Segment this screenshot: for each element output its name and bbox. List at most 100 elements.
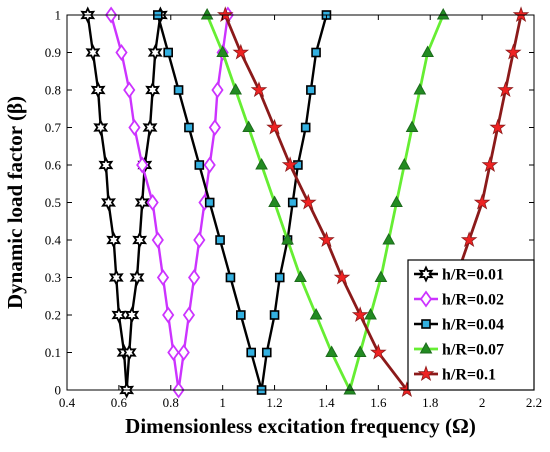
y-tick-label: 0.1	[45, 345, 61, 360]
data-point	[311, 47, 321, 58]
legend-label: h/R=0.04	[442, 317, 504, 334]
y-tick-label: 0	[55, 383, 62, 398]
data-point	[351, 306, 369, 323]
legend-label: h/R=0.01	[442, 267, 504, 284]
x-tick-label: 1.4	[318, 395, 335, 410]
data-point	[216, 6, 234, 23]
data-point	[146, 193, 159, 212]
data-point	[397, 157, 411, 170]
y-tick-label: 0.8	[45, 83, 61, 98]
legend-label: h/R=0.07	[442, 342, 504, 359]
y-axis-label: Dynamic load factor (β)	[3, 96, 27, 309]
data-point	[281, 232, 294, 245]
axes-layer: 0.4 0.6 0.8 1 1.2 1.4 1.6 1.8 2 2.2 0 0.1 0.2 0.3 0.4 0…	[3, 8, 542, 439]
data-point	[85, 43, 101, 62]
y-tick-label: 0.6	[45, 158, 62, 173]
data-point	[309, 307, 323, 320]
data-point	[242, 120, 255, 132]
data-point	[294, 270, 307, 282]
data-point	[142, 118, 158, 137]
x-tick-label: 0.8	[163, 395, 179, 410]
data-point	[269, 310, 280, 320]
data-point	[293, 160, 303, 170]
legend-label: h/R=0.02	[442, 292, 504, 309]
data-point	[203, 156, 216, 174]
data-point	[246, 347, 257, 358]
data-point	[413, 82, 427, 95]
data-point	[211, 81, 224, 99]
data-point	[177, 343, 190, 362]
data-point	[106, 231, 122, 249]
data-point	[299, 193, 317, 210]
data-point	[194, 160, 205, 170]
x-axis-label: Dimensionless excitation frequency (Ω)	[125, 414, 476, 438]
y-tick-label: 0.4	[45, 233, 62, 248]
data-point	[93, 118, 109, 137]
data-point	[374, 270, 388, 282]
data-point	[281, 156, 299, 173]
x-tick-label: 1.8	[422, 395, 438, 410]
x-tick-label: 1.2	[266, 395, 282, 410]
y-tick-label: 0.3	[45, 270, 61, 285]
data-point	[173, 85, 184, 95]
data-point	[229, 82, 242, 95]
data-point	[390, 195, 403, 207]
y-tick-label: 1	[55, 8, 62, 23]
data-point	[512, 6, 530, 23]
y-tick-label: 0.5	[45, 195, 61, 210]
x-tick-label: 1.6	[370, 395, 387, 410]
x-tick-label: 2.2	[526, 395, 542, 410]
y-tick-label: 0.2	[45, 308, 61, 323]
data-point	[325, 345, 338, 357]
x-tick-label: 0.4	[59, 395, 76, 410]
data-point	[481, 156, 499, 173]
data-point	[250, 81, 268, 98]
data-point	[215, 235, 225, 245]
data-point	[200, 7, 214, 20]
data-point	[156, 268, 170, 287]
data-point	[225, 272, 236, 283]
data-point	[182, 306, 196, 324]
data-point	[504, 43, 522, 60]
legend-marker	[417, 365, 435, 382]
data-point	[318, 231, 335, 248]
series-h-r-0-02	[104, 6, 234, 399]
data-point	[370, 343, 387, 360]
data-point	[136, 156, 149, 174]
curves-layer	[80, 6, 530, 399]
data-point	[236, 310, 246, 320]
data-point	[274, 272, 285, 283]
y-tick-label: 0.7	[45, 120, 62, 135]
data-point	[421, 45, 434, 57]
data-point	[98, 156, 114, 174]
legend-entry: h/R=0.04	[414, 317, 504, 334]
data-point	[300, 122, 311, 133]
legend-marker	[419, 290, 433, 308]
series-line-left	[223, 14, 408, 391]
data-point	[163, 47, 173, 58]
data-point	[333, 268, 351, 285]
data-point	[151, 231, 164, 249]
data-point	[184, 122, 194, 133]
data-point	[436, 7, 450, 20]
data-point	[204, 197, 215, 208]
data-point	[232, 43, 250, 60]
data-point	[167, 343, 180, 362]
legend-label: h/R=0.1	[442, 367, 496, 384]
data-point	[101, 193, 116, 212]
legend-marker	[418, 265, 434, 283]
data-point	[123, 81, 136, 99]
data-point	[255, 157, 268, 170]
data-point	[193, 231, 206, 249]
x-tick-label: 0.6	[111, 395, 128, 410]
data-point	[382, 232, 396, 245]
legend-marker	[421, 319, 431, 329]
data-point	[364, 307, 377, 320]
data-point	[128, 118, 141, 137]
x-tick-label: 2	[479, 395, 486, 410]
data-point	[115, 43, 128, 62]
legend-entry: h/R=0.07	[414, 342, 504, 359]
data-point	[306, 85, 316, 95]
data-point	[132, 231, 148, 249]
